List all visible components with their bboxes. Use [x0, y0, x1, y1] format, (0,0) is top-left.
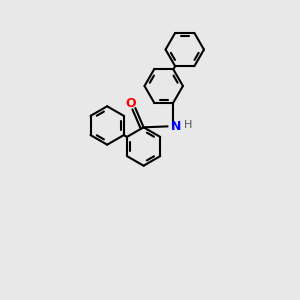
Text: N: N [170, 120, 181, 133]
Text: H: H [184, 121, 192, 130]
Text: O: O [125, 97, 136, 110]
